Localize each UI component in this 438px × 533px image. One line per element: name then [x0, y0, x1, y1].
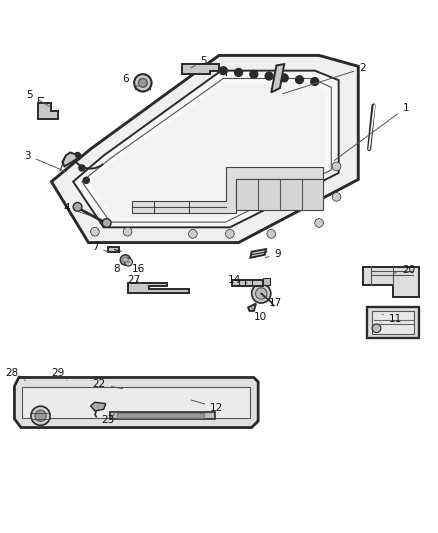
Text: 3: 3	[24, 150, 66, 172]
Text: 10: 10	[252, 308, 267, 321]
Text: 27: 27	[127, 274, 141, 285]
Text: 11: 11	[382, 314, 402, 324]
Text: 22: 22	[93, 379, 123, 389]
Circle shape	[235, 69, 243, 76]
Polygon shape	[182, 64, 219, 74]
Polygon shape	[232, 280, 262, 286]
Text: 1: 1	[334, 103, 410, 160]
Text: 16: 16	[127, 261, 145, 273]
Circle shape	[123, 228, 132, 236]
Text: 7: 7	[92, 242, 110, 253]
Circle shape	[252, 284, 271, 303]
Text: 8: 8	[113, 261, 125, 273]
Circle shape	[219, 67, 227, 75]
Polygon shape	[251, 249, 266, 258]
Circle shape	[124, 258, 132, 266]
Circle shape	[102, 219, 111, 228]
Polygon shape	[363, 266, 419, 297]
Circle shape	[79, 165, 85, 171]
Polygon shape	[110, 413, 215, 419]
Circle shape	[280, 74, 288, 82]
Text: 5: 5	[26, 90, 49, 106]
Polygon shape	[39, 103, 58, 118]
Text: 29: 29	[51, 368, 67, 381]
FancyBboxPatch shape	[262, 278, 270, 285]
Text: 4: 4	[64, 203, 90, 215]
Text: 6: 6	[122, 75, 138, 87]
Text: 20: 20	[394, 265, 415, 275]
Circle shape	[332, 162, 341, 171]
Polygon shape	[14, 377, 258, 427]
FancyBboxPatch shape	[117, 413, 204, 418]
Circle shape	[332, 192, 341, 201]
Polygon shape	[248, 303, 256, 311]
Polygon shape	[62, 152, 78, 166]
Polygon shape	[73, 71, 339, 228]
Circle shape	[226, 230, 234, 238]
Polygon shape	[88, 84, 325, 218]
Text: 23: 23	[101, 414, 115, 425]
Polygon shape	[91, 402, 106, 411]
Circle shape	[120, 255, 131, 265]
Circle shape	[250, 70, 258, 78]
Circle shape	[73, 203, 82, 211]
Circle shape	[311, 78, 319, 85]
Text: 9: 9	[265, 249, 281, 260]
Polygon shape	[367, 306, 419, 338]
Circle shape	[74, 152, 81, 158]
Text: 2: 2	[283, 63, 366, 94]
Text: 12: 12	[191, 400, 223, 413]
Polygon shape	[132, 167, 323, 213]
Polygon shape	[271, 64, 284, 92]
Circle shape	[83, 177, 89, 183]
Circle shape	[296, 76, 304, 84]
Polygon shape	[51, 55, 358, 243]
Polygon shape	[127, 283, 188, 293]
Circle shape	[255, 288, 267, 299]
Circle shape	[138, 78, 147, 87]
Text: 28: 28	[6, 368, 25, 381]
FancyBboxPatch shape	[372, 311, 414, 334]
FancyBboxPatch shape	[135, 84, 150, 89]
Polygon shape	[237, 180, 323, 210]
Polygon shape	[108, 247, 119, 252]
Text: 14: 14	[228, 274, 247, 285]
Text: 17: 17	[262, 296, 282, 309]
Circle shape	[315, 219, 323, 228]
Circle shape	[188, 230, 197, 238]
Circle shape	[31, 406, 50, 425]
Circle shape	[123, 257, 128, 263]
Circle shape	[372, 324, 381, 333]
Circle shape	[265, 72, 273, 80]
Circle shape	[134, 74, 152, 92]
Circle shape	[267, 230, 276, 238]
Polygon shape	[22, 387, 251, 418]
Text: 5: 5	[191, 55, 207, 68]
Circle shape	[91, 228, 99, 236]
Circle shape	[35, 410, 46, 422]
